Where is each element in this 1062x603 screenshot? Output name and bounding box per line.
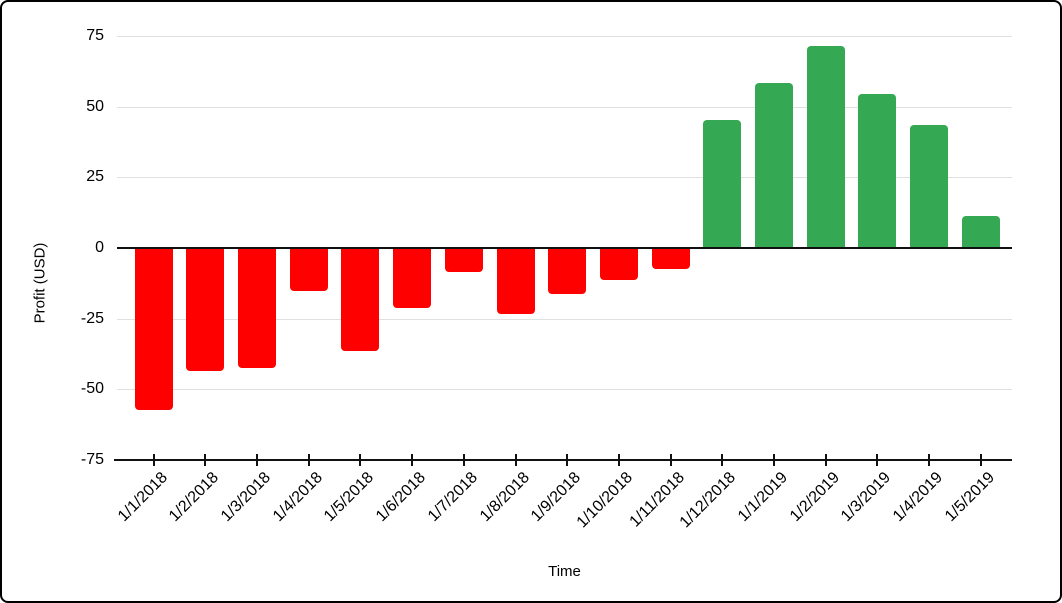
y-tick-label: -25 <box>80 310 104 327</box>
x-tick-label: 1/2/2018 <box>166 469 223 526</box>
y-tick-label: -50 <box>80 380 104 397</box>
x-axis-tick <box>307 454 310 466</box>
x-tick-label: 1/2/2019 <box>786 469 843 526</box>
y-gridline <box>117 177 1012 178</box>
x-axis-tick <box>566 454 569 466</box>
y-gridline <box>117 107 1012 108</box>
y-axis-title: Profit (USD) <box>31 242 49 324</box>
x-axis-tick <box>669 454 672 466</box>
x-tick-label: 1/3/2018 <box>218 469 275 526</box>
chart-bar <box>134 249 173 411</box>
chart-bar <box>961 215 1000 247</box>
x-axis-tick <box>514 454 517 466</box>
x-axis-tick <box>876 454 879 466</box>
x-tick-label: 1/1/2019 <box>734 469 791 526</box>
x-axis-tick <box>824 454 827 466</box>
y-tick-label: -75 <box>80 451 104 468</box>
y-tick-label: 50 <box>86 98 104 115</box>
x-tick-label: 1/8/2018 <box>476 469 533 526</box>
x-tick-label: 1/3/2019 <box>838 469 895 526</box>
x-axis-tick <box>979 454 982 466</box>
chart-bar <box>858 94 897 247</box>
x-axis-tick <box>617 454 620 466</box>
y-gridline <box>117 319 1012 320</box>
x-axis-line <box>114 459 1012 461</box>
x-tick-label: 1/7/2018 <box>424 469 481 526</box>
chart-bar <box>341 249 380 351</box>
x-axis-tick <box>721 454 724 466</box>
x-axis-title: Time <box>548 563 581 580</box>
chart-bar <box>599 249 638 281</box>
y-gridline <box>117 389 1012 390</box>
x-axis-tick <box>928 454 931 466</box>
chart-bar <box>754 83 793 247</box>
x-tick-label: 1/10/2018 <box>573 469 636 532</box>
x-axis-tick <box>411 454 414 466</box>
chart-bar <box>910 125 949 247</box>
chart-bar <box>548 249 587 295</box>
x-axis-tick <box>152 454 155 466</box>
x-tick-label: 1/5/2019 <box>941 469 998 526</box>
chart-bar <box>186 249 225 371</box>
x-axis-tick <box>256 454 259 466</box>
chart-bar <box>806 46 845 247</box>
chart-bar <box>444 249 483 272</box>
x-tick-label: 1/5/2018 <box>321 469 378 526</box>
y-tick-label: 75 <box>86 27 104 44</box>
y-tick-label: 25 <box>86 168 104 185</box>
chart-bar <box>238 249 277 368</box>
chart-bar <box>496 249 535 314</box>
y-tick-label: 0 <box>95 239 104 256</box>
x-axis-tick <box>359 454 362 466</box>
x-axis-tick <box>772 454 775 466</box>
x-axis-tick <box>204 454 207 466</box>
chart-bar <box>703 119 742 247</box>
x-axis-tick <box>462 454 465 466</box>
x-tick-label: 1/4/2019 <box>890 469 947 526</box>
x-tick-label: 1/1/2018 <box>114 469 171 526</box>
chart-bar <box>289 249 328 292</box>
x-tick-label: 1/6/2018 <box>373 469 430 526</box>
x-tick-label: 1/4/2018 <box>269 469 326 526</box>
chart-bar <box>393 249 432 309</box>
chart-bar <box>651 249 690 269</box>
y-gridline <box>117 36 1012 37</box>
zero-axis-line <box>117 247 1012 249</box>
